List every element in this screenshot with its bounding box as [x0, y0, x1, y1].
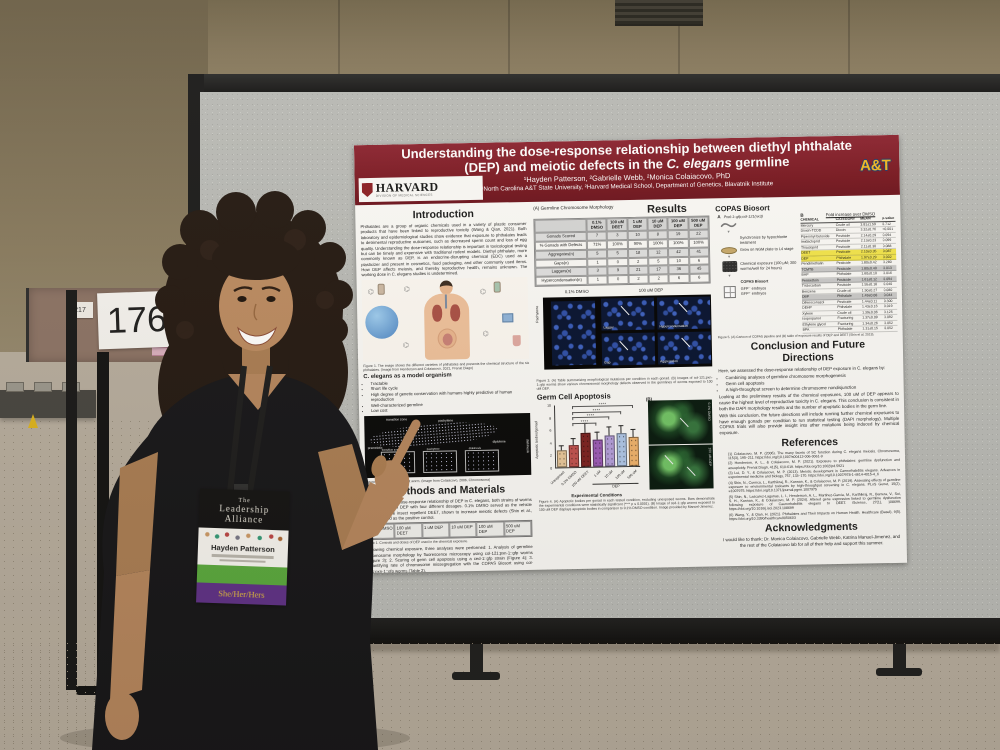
presenter-left-arm	[105, 452, 158, 740]
poster-board-top-rail	[188, 74, 1000, 96]
nose	[253, 303, 258, 321]
lanyard-clip	[234, 484, 248, 492]
badge-ribbon-pronouns: She/Her/Hers	[196, 582, 287, 606]
conference-badge: The Leadership Alliance Hayden Patterson…	[196, 488, 290, 606]
badge-name-card: Hayden Patterson	[197, 527, 289, 568]
board-foot	[876, 668, 922, 676]
board-leg	[893, 644, 906, 670]
eye-left	[237, 296, 247, 302]
copas-workflow: A Pxol-1::gfp;col-121(nx3) ▾ Synchronize…	[715, 213, 799, 335]
badge-holder: The Leadership Alliance	[198, 488, 290, 531]
badge-art-dots	[202, 530, 285, 543]
ceiling-vent	[615, 0, 703, 26]
pointing-finger	[387, 419, 421, 475]
poster-column-copas-conclusion: COPAS Biosort A Pxol-1::gfp;col-121(nx3)…	[715, 199, 902, 551]
equipment-box	[34, 382, 52, 392]
eyebrow-right	[261, 286, 281, 293]
yellow-cone	[28, 414, 38, 428]
board-foot	[452, 672, 500, 680]
eye-right	[266, 296, 276, 302]
worm-icon	[717, 220, 739, 228]
lanyard	[227, 365, 273, 493]
display-stand-pole	[66, 290, 77, 690]
smile	[237, 326, 278, 346]
board-shadow	[188, 642, 1000, 652]
badge-name: Hayden Patterson	[210, 542, 275, 555]
research-poster: Understanding the dose-response relation…	[353, 134, 908, 574]
presenter-face	[212, 236, 300, 351]
equipment-box	[6, 382, 24, 392]
eyebrow-left	[233, 286, 253, 293]
badge-subline	[219, 558, 266, 563]
adjacent-board-number-text: 217	[74, 306, 86, 314]
pronouns-text: She/Her/Hers	[218, 588, 265, 600]
badge-org-alliance: Alliance	[224, 513, 264, 525]
hair-front	[212, 236, 300, 280]
presenter-pointing-arm	[318, 419, 421, 550]
board-leg	[470, 644, 483, 674]
